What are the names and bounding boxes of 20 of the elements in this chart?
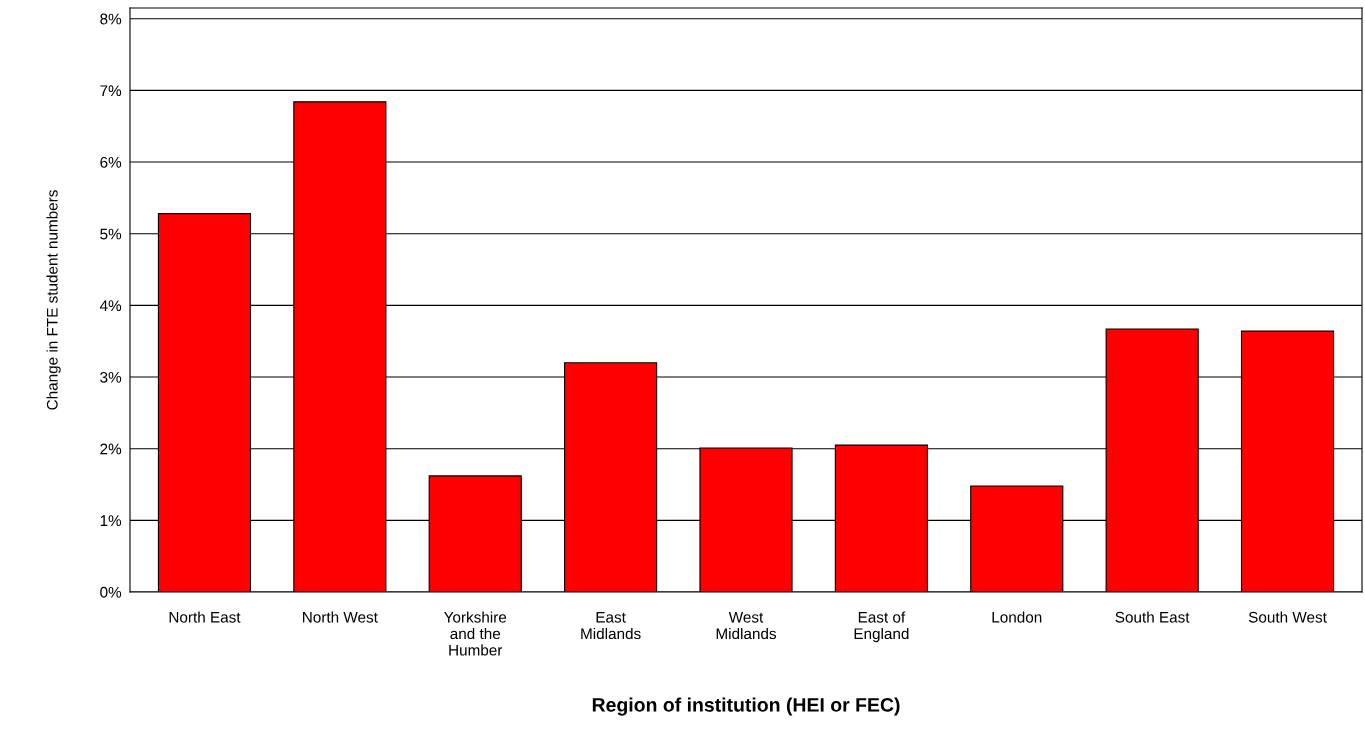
x-axis-title: Region of institution (HEI or FEC) [592, 697, 900, 716]
y-tick-label: 4% [99, 300, 122, 311]
y-tick-label: 2% [100, 443, 122, 455]
y-tick-label: 7% [100, 85, 122, 97]
x-tick-label: East Midlands [581, 612, 641, 640]
y-tick-label: 6% [100, 156, 122, 168]
y-tick-label: 0% [100, 586, 122, 598]
x-tick-label: Yorkshire and the Humber [444, 611, 507, 656]
y-axis-title: Change in FTE student numbers [46, 190, 61, 410]
y-tick-label: 5% [100, 228, 122, 240]
x-tick-label: London [992, 611, 1042, 623]
x-tick-label: North West [303, 611, 378, 623]
y-tick-label: 1% [100, 515, 122, 526]
y-tick-label: 8% [100, 13, 122, 25]
y-tick-label: 3% [100, 371, 122, 383]
x-tick-label: West Midlands [716, 612, 777, 640]
x-tick-label: East of England [854, 611, 909, 643]
x-tick-label: South East [1115, 611, 1190, 623]
x-tick-label: South West [1248, 611, 1327, 623]
x-tick-label: North East [169, 611, 241, 623]
